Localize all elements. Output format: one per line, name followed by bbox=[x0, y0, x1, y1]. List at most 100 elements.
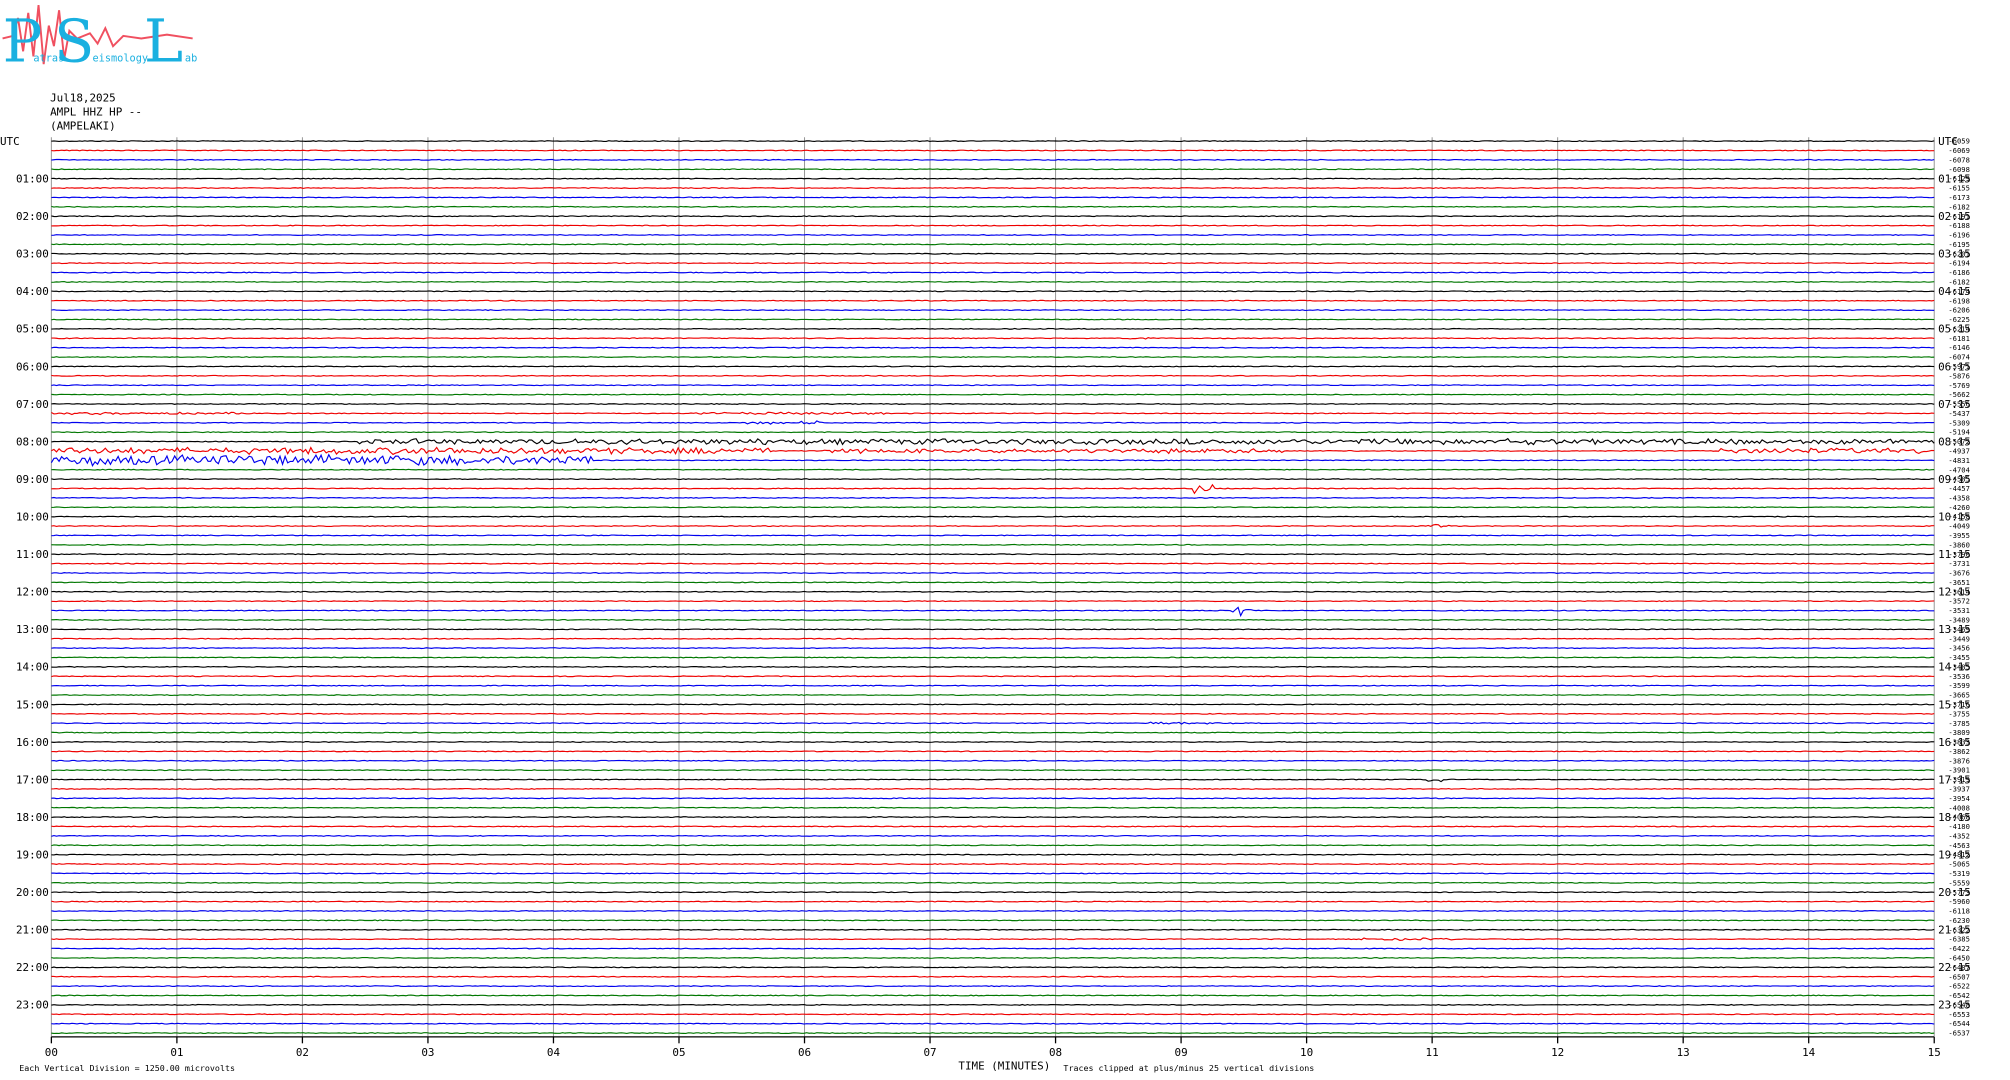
trace bbox=[51, 956, 1935, 959]
trace-offset: -6385 bbox=[1948, 935, 1970, 944]
x-tick-label: 00 bbox=[45, 1046, 58, 1059]
trace bbox=[51, 675, 1935, 678]
trace-offset: -4180 bbox=[1948, 822, 1970, 831]
trace bbox=[51, 947, 1935, 950]
trace-offset: -6155 bbox=[1948, 184, 1970, 193]
trace-offset: -4704 bbox=[1948, 465, 1970, 474]
trace bbox=[51, 694, 1935, 697]
trace bbox=[51, 403, 1935, 405]
trace-offset: -6182 bbox=[1948, 202, 1970, 211]
trace bbox=[51, 1032, 1935, 1035]
x-tick-label: 14 bbox=[1802, 1046, 1816, 1059]
trace bbox=[51, 844, 1935, 847]
trace-offset: -3676 bbox=[1948, 569, 1970, 578]
trace-offset: -4358 bbox=[1948, 493, 1970, 502]
trace bbox=[51, 496, 1935, 499]
trace bbox=[51, 787, 1935, 790]
left-hour-label: 10:00 bbox=[16, 511, 49, 524]
trace-offset: -3955 bbox=[1948, 531, 1970, 540]
trace-offset: -5971 bbox=[1948, 362, 1970, 371]
trace bbox=[51, 299, 1935, 302]
left-hour-label: 11:00 bbox=[16, 548, 49, 561]
trace-offset: -5319 bbox=[1948, 869, 1970, 878]
trace-offset: -6198 bbox=[1948, 296, 1970, 305]
trace-offset: -6059 bbox=[1948, 137, 1970, 146]
trace bbox=[51, 420, 1935, 425]
trace bbox=[50, 453, 1935, 467]
right-hour-label: 23:15 bbox=[1938, 999, 1971, 1012]
trace-offset: -3614 bbox=[1948, 587, 1970, 596]
right-hour-label: 18:15 bbox=[1938, 811, 1971, 824]
right-hour-label: 10:15 bbox=[1938, 511, 1971, 524]
trace-offset: -3809 bbox=[1948, 728, 1970, 737]
trace bbox=[51, 478, 1935, 481]
right-hour-label: 20:15 bbox=[1938, 886, 1971, 899]
trace bbox=[51, 750, 1935, 753]
right-hour-label: 01:15 bbox=[1938, 173, 1971, 186]
trace-offset: -5556 bbox=[1948, 400, 1970, 409]
right-hour-label: 09:15 bbox=[1938, 473, 1971, 486]
trace-offset: -5769 bbox=[1948, 381, 1970, 390]
trace-offset: -4260 bbox=[1948, 503, 1970, 512]
trace-offset: -4457 bbox=[1948, 484, 1970, 493]
right-hour-label: UTC bbox=[1938, 135, 1958, 148]
logo-letter: P bbox=[3, 7, 43, 76]
trace-offset: -6074 bbox=[1948, 353, 1970, 362]
trace bbox=[51, 177, 1935, 180]
trace-offset: -3954 bbox=[1948, 794, 1970, 803]
trace bbox=[51, 1013, 1935, 1016]
trace-offset: -5072 bbox=[1948, 437, 1970, 446]
trace-offset: -3536 bbox=[1948, 672, 1970, 681]
trace-offset: -6230 bbox=[1948, 916, 1970, 925]
right-hour-label: 04:15 bbox=[1938, 285, 1971, 298]
left-hour-label: 03:00 bbox=[16, 248, 49, 261]
left-hour-label: 16:00 bbox=[16, 736, 49, 749]
right-hour-label: 22:15 bbox=[1938, 961, 1971, 974]
trace-offset: -6322 bbox=[1948, 925, 1970, 934]
left-hour-label: UTC bbox=[0, 135, 20, 148]
trace-offset: -6507 bbox=[1948, 972, 1970, 981]
trace-offset: -3531 bbox=[1948, 606, 1970, 615]
right-hour-label: 07:15 bbox=[1938, 398, 1971, 411]
right-hour-label: 16:15 bbox=[1938, 736, 1971, 749]
trace bbox=[51, 543, 1935, 546]
left-hour-label: 20:00 bbox=[16, 886, 49, 899]
trace bbox=[51, 553, 1935, 556]
trace bbox=[51, 346, 1935, 349]
trace bbox=[51, 628, 1935, 631]
trace bbox=[51, 149, 1935, 152]
right-hour-label: 08:15 bbox=[1938, 435, 1971, 448]
trace-offset: -4937 bbox=[1948, 447, 1970, 456]
trace-offset: -6553 bbox=[1948, 1010, 1970, 1019]
trace bbox=[51, 1022, 1935, 1025]
right-hour-label: 02:15 bbox=[1938, 210, 1971, 223]
trace bbox=[51, 356, 1935, 359]
left-hour-label: 22:00 bbox=[16, 961, 49, 974]
trace-offset: -5437 bbox=[1948, 409, 1970, 418]
left-hour-label: 06:00 bbox=[16, 360, 49, 373]
left-hour-label: 02:00 bbox=[16, 210, 49, 223]
trace bbox=[51, 975, 1935, 978]
trace-offset: -3876 bbox=[1948, 756, 1970, 765]
trace bbox=[51, 853, 1935, 856]
trace-offset: -5309 bbox=[1948, 418, 1970, 427]
trace-offset: -3469 bbox=[1948, 625, 1970, 634]
trace bbox=[51, 140, 1935, 143]
logo-word: eismology bbox=[92, 53, 148, 65]
trace bbox=[51, 483, 1935, 495]
trace-offset: -4049 bbox=[1948, 522, 1970, 531]
trace-offset: -6544 bbox=[1948, 1019, 1970, 1028]
logo-word: atras bbox=[33, 53, 64, 65]
trace bbox=[51, 994, 1935, 997]
x-tick-label: 10 bbox=[1300, 1046, 1313, 1059]
right-hour-label: 17:15 bbox=[1938, 773, 1971, 786]
x-axis-title: TIME (MINUTES) bbox=[958, 1060, 1050, 1073]
left-hour-label: 12:00 bbox=[16, 586, 49, 599]
trace bbox=[51, 778, 1935, 783]
trace bbox=[51, 741, 1935, 743]
trace-offset: -4008 bbox=[1948, 803, 1970, 812]
trace-offset: -4352 bbox=[1948, 831, 1970, 840]
trace-offset: -3716 bbox=[1948, 700, 1970, 709]
trace-offset: -6422 bbox=[1948, 944, 1970, 953]
